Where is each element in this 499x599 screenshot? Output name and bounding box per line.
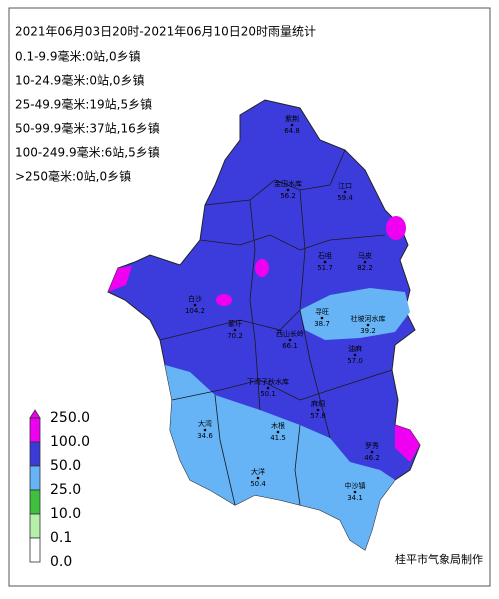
station-dot — [276, 430, 280, 434]
station-dot — [256, 476, 260, 480]
station-value: 57.8 — [310, 412, 326, 420]
legend-label: 0.1 — [50, 530, 72, 546]
legend-swatch — [29, 513, 41, 539]
station-name: 木根 — [271, 421, 285, 430]
color-legend: 250.0 100.0 50.0 25.0 10.0 0.1 0.0 — [29, 409, 90, 570]
legend-label: 10.0 — [50, 506, 81, 522]
legend-label: 50.0 — [50, 458, 81, 474]
station-value: 66.1 — [282, 342, 298, 350]
legend-swatch — [29, 441, 41, 467]
station-value: 82.2 — [357, 264, 373, 272]
station-name: 社坡河水库 — [351, 314, 386, 323]
station-dot — [353, 353, 357, 357]
legend-swatch — [29, 417, 41, 443]
stat-line: 0.1-9.9毫米:0站,0乡镇 — [15, 49, 141, 64]
stat-line: >250毫米:0站,0乡镇 — [15, 169, 131, 184]
station-dot — [316, 408, 320, 412]
stat-line: 100-249.9毫米:6站,5乡镇 — [15, 145, 160, 160]
stat-line: 25-49.9毫米:19站,5乡镇 — [15, 97, 152, 112]
station-value: 57.0 — [347, 357, 363, 365]
station-dot — [266, 386, 270, 390]
region-lightblue — [165, 365, 395, 550]
station-name: 油麻 — [348, 344, 362, 353]
station-dot — [193, 303, 197, 307]
station-value: 34.6 — [197, 432, 213, 440]
district-boundaries — [159, 149, 393, 506]
station-value: 38.7 — [314, 320, 330, 328]
station-name: 江口 — [338, 182, 352, 190]
title: 2021年06月03日20时-2021年06月10日20时雨量统计 — [15, 25, 316, 39]
heavy-rain-spots — [108, 216, 420, 462]
station-name: 中沙镇 — [345, 481, 366, 490]
station-dot — [233, 328, 237, 332]
legend-label: 0.0 — [50, 554, 72, 570]
station-dot — [288, 338, 292, 342]
station-value: 104.2 — [185, 307, 205, 315]
region-lightblue — [300, 288, 410, 340]
station-value: 70.2 — [227, 332, 243, 340]
legend-swatch — [29, 537, 41, 563]
station-dot — [323, 260, 327, 264]
station-value: 51.7 — [317, 264, 333, 272]
station-name: 蒙圩 — [228, 319, 242, 328]
station-name: 大湾 — [198, 419, 212, 428]
station-value: 46.2 — [364, 454, 380, 462]
station-name: 石咀 — [318, 252, 332, 260]
station-value: 39.2 — [360, 327, 376, 335]
legend-swatch — [29, 489, 41, 515]
legend-swatch — [29, 465, 41, 491]
station-name: 麻垌 — [311, 399, 325, 408]
station-dot — [286, 188, 290, 192]
station-dot — [353, 490, 357, 494]
station-value: 50.4 — [250, 480, 266, 488]
station-dot — [370, 450, 374, 454]
station-dot — [320, 316, 324, 320]
station-dot — [363, 260, 367, 264]
station-value: 41.5 — [270, 434, 286, 442]
station-labels: 紫荆 64.8 金田水库 56.2 江口 59.4 石咀 51.7 马皮 82.2 寻旺 38.7 社坡… — [185, 114, 386, 502]
legend-label: 250.0 — [50, 410, 90, 426]
stat-line: 50-99.9毫米:37站,16乡镇 — [15, 121, 160, 136]
station-value: 56.2 — [280, 192, 296, 200]
station-value: 50.1 — [260, 390, 276, 398]
legend-label: 25.0 — [50, 482, 81, 498]
station-name: 下湾子秋水库 — [247, 377, 289, 386]
station-value: 64.8 — [284, 127, 300, 135]
station-name: 金田水库 — [274, 179, 302, 188]
station-name: 马皮 — [358, 251, 372, 260]
station-name: 寻旺 — [315, 308, 329, 316]
station-dot — [343, 190, 347, 194]
station-value: 34.1 — [347, 494, 363, 502]
stat-line: 10-24.9毫米:0站,0乡镇 — [15, 73, 144, 88]
station-name: 西山长岭 — [276, 329, 304, 338]
credit: 桂平市气象局制作 — [395, 552, 483, 566]
station-name: 紫荆 — [285, 114, 299, 123]
legend-label: 100.0 — [50, 434, 90, 450]
station-name: 罗秀 — [365, 441, 379, 450]
station-dot — [290, 123, 294, 127]
stats-block: 0.1-9.9毫米:0站,0乡镇 10-24.9毫米:0站,0乡镇 25-49.9毫… — [15, 49, 160, 184]
station-dot — [366, 323, 370, 327]
station-name: 大洋 — [251, 467, 265, 476]
station-name: 白沙 — [188, 294, 202, 303]
station-dot — [203, 428, 207, 432]
station-value: 59.4 — [337, 194, 353, 202]
